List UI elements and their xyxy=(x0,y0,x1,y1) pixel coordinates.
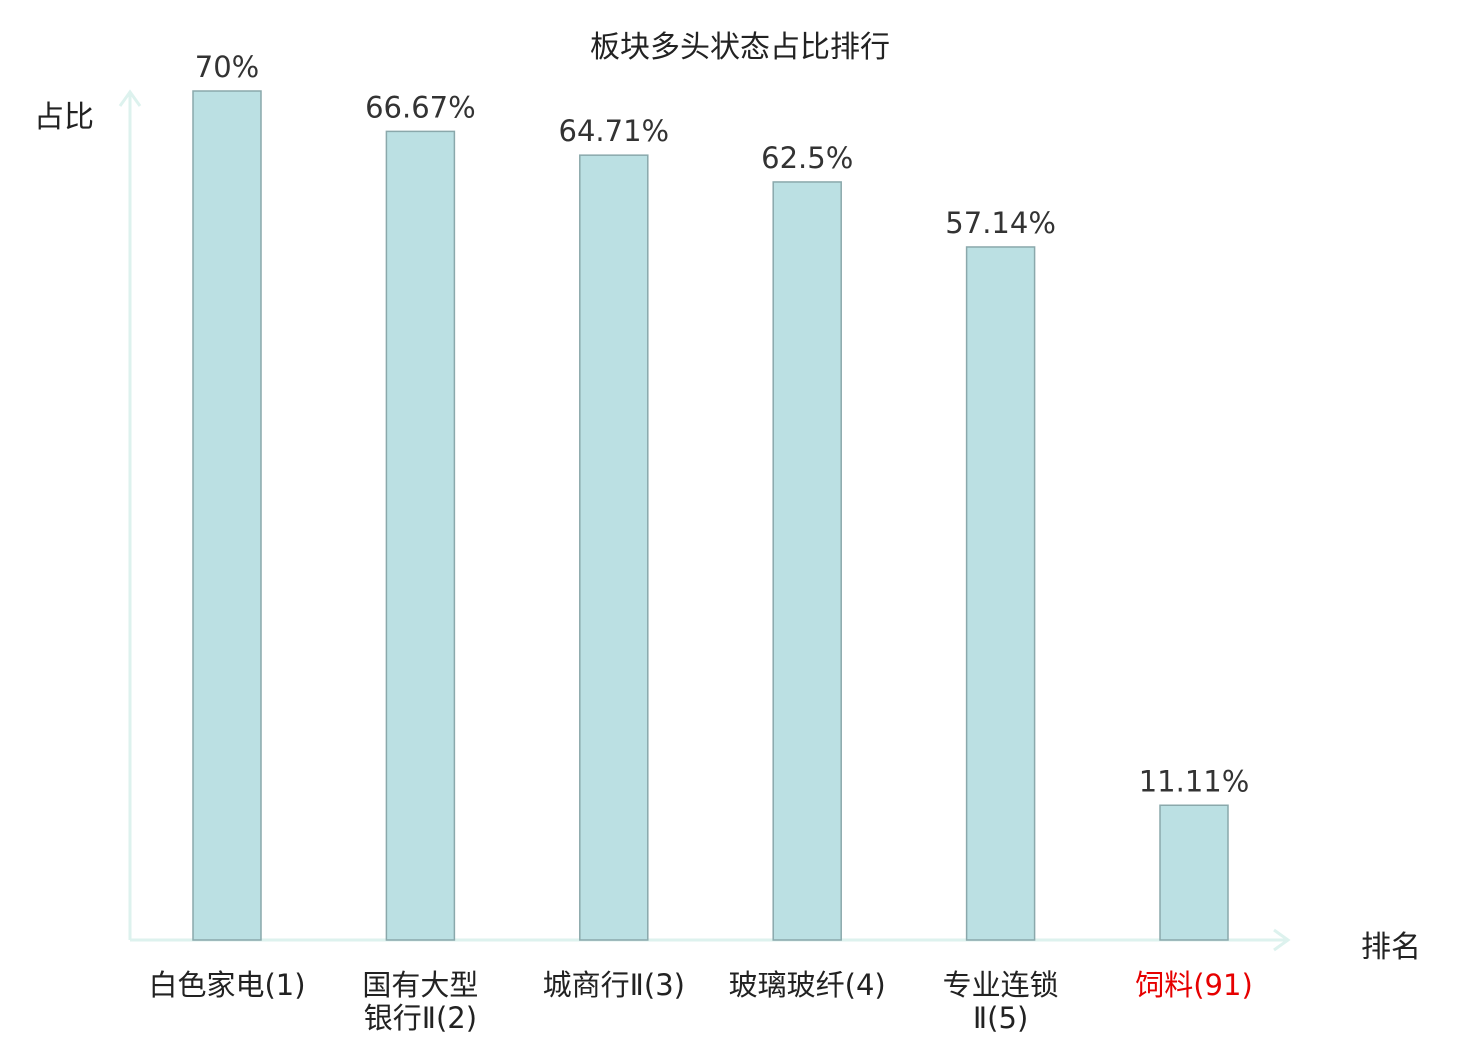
bar xyxy=(965,246,1036,941)
axes xyxy=(118,89,1291,952)
x-tick-label: 玻璃玻纤(4) xyxy=(729,968,886,1002)
x-axis-arrow xyxy=(1273,928,1291,952)
x-tick-label: Ⅱ(5) xyxy=(973,1001,1028,1035)
y-axis-arrow xyxy=(118,89,142,107)
x-tick-label: 城商行Ⅱ(3) xyxy=(543,968,685,1002)
bar-value-label: 57.14% xyxy=(945,206,1056,240)
value-labels: 70% 66.67% 64.71% 62.5% 57.14% 11.11% xyxy=(195,50,1250,798)
bar-value-label: 66.67% xyxy=(365,90,476,124)
bar xyxy=(579,154,649,941)
y-axis-label: 占比 xyxy=(34,100,94,135)
bars xyxy=(192,90,1229,941)
bar xyxy=(192,90,262,941)
bar xyxy=(772,181,842,941)
x-axis-label: 排名 xyxy=(1361,930,1421,965)
chart-title: 板块多头状态占比排行 xyxy=(590,30,890,65)
bar-value-label: 62.5% xyxy=(761,141,853,175)
bar xyxy=(1159,804,1229,941)
x-tick-label: 白色家电(1) xyxy=(148,968,305,1002)
x-tick-label: 银行Ⅱ(2) xyxy=(364,1001,477,1035)
bar-value-label: 70% xyxy=(195,50,259,84)
x-tick-label: 国有大型 xyxy=(362,968,478,1002)
bar-value-label: 64.71% xyxy=(559,114,670,148)
x-tick-label: 专业连锁 xyxy=(943,968,1059,1002)
bar-value-label: 11.11% xyxy=(1139,764,1250,798)
x-tick-label: 饲料(91) xyxy=(1135,968,1253,1002)
bar xyxy=(385,130,456,941)
